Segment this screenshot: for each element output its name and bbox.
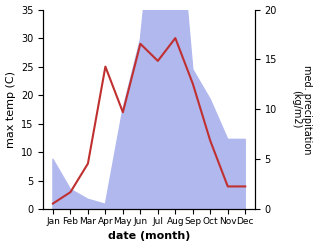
Y-axis label: med. precipitation
(kg/m2): med. precipitation (kg/m2) — [291, 65, 313, 154]
Y-axis label: max temp (C): max temp (C) — [5, 71, 16, 148]
X-axis label: date (month): date (month) — [108, 231, 190, 242]
